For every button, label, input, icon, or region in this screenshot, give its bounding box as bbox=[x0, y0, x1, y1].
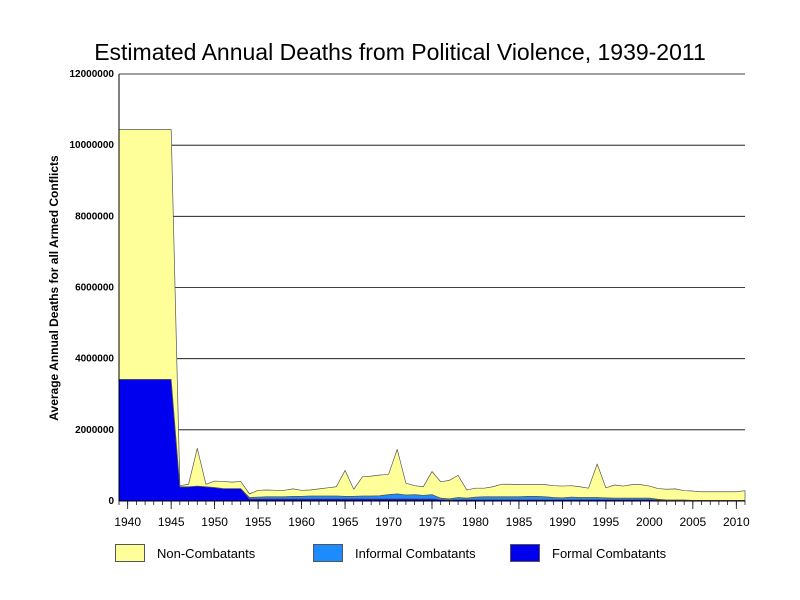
plot-area: 0 2000000 4000000 6000000 8000000 10000000 120… bbox=[70, 69, 750, 529]
legend-label-formal-combatants: Formal Combatants bbox=[552, 545, 667, 561]
x-tick-label: 1975 bbox=[419, 515, 446, 529]
legend-item-0: Non-Combatants bbox=[115, 542, 255, 564]
y-tick-label: 12000000 bbox=[70, 69, 115, 80]
x-tick-label: 1965 bbox=[332, 515, 359, 529]
legend-swatch-informal-combatants bbox=[313, 544, 343, 562]
area-series-non-combatants bbox=[118, 129, 746, 501]
legend-swatch-formal-combatants bbox=[510, 544, 540, 562]
x-tick-label: 2000 bbox=[636, 515, 663, 529]
x-tick-label: 2005 bbox=[679, 515, 706, 529]
x-tick-label: 1960 bbox=[288, 515, 315, 529]
legend-item-1: Informal Combatants bbox=[313, 542, 476, 564]
y-tick-label: 6000000 bbox=[75, 283, 114, 294]
x-tick-label: 1995 bbox=[593, 515, 620, 529]
x-tick-label: 1950 bbox=[201, 515, 228, 529]
x-tick-label: 1970 bbox=[375, 515, 402, 529]
y-axis-label: Average Annual Deaths for all Armed Conf… bbox=[47, 155, 61, 421]
y-tick-label: 0 bbox=[108, 496, 114, 507]
x-tick-label: 1945 bbox=[158, 515, 185, 529]
x-tick-label: 1940 bbox=[114, 515, 141, 529]
y-tick-label: 10000000 bbox=[70, 140, 115, 151]
x-tick-label: 2010 bbox=[723, 515, 750, 529]
x-tick-label: 1990 bbox=[549, 515, 576, 529]
chart-title: Estimated Annual Deaths from Political V… bbox=[94, 39, 706, 65]
y-tick-label: 8000000 bbox=[75, 211, 114, 222]
x-tick-label: 1980 bbox=[462, 515, 489, 529]
legend-label-informal-combatants: Informal Combatants bbox=[355, 545, 476, 561]
legend-label-non-combatants: Non-Combatants bbox=[157, 545, 256, 561]
y-tick-label: 4000000 bbox=[75, 354, 114, 365]
legend-item-2: Formal Combatants bbox=[510, 542, 666, 564]
legend-swatch-non-combatants bbox=[115, 544, 145, 562]
y-tick-label: 2000000 bbox=[75, 425, 114, 436]
x-tick-label: 1985 bbox=[506, 515, 533, 529]
x-tick-label: 1955 bbox=[245, 515, 272, 529]
